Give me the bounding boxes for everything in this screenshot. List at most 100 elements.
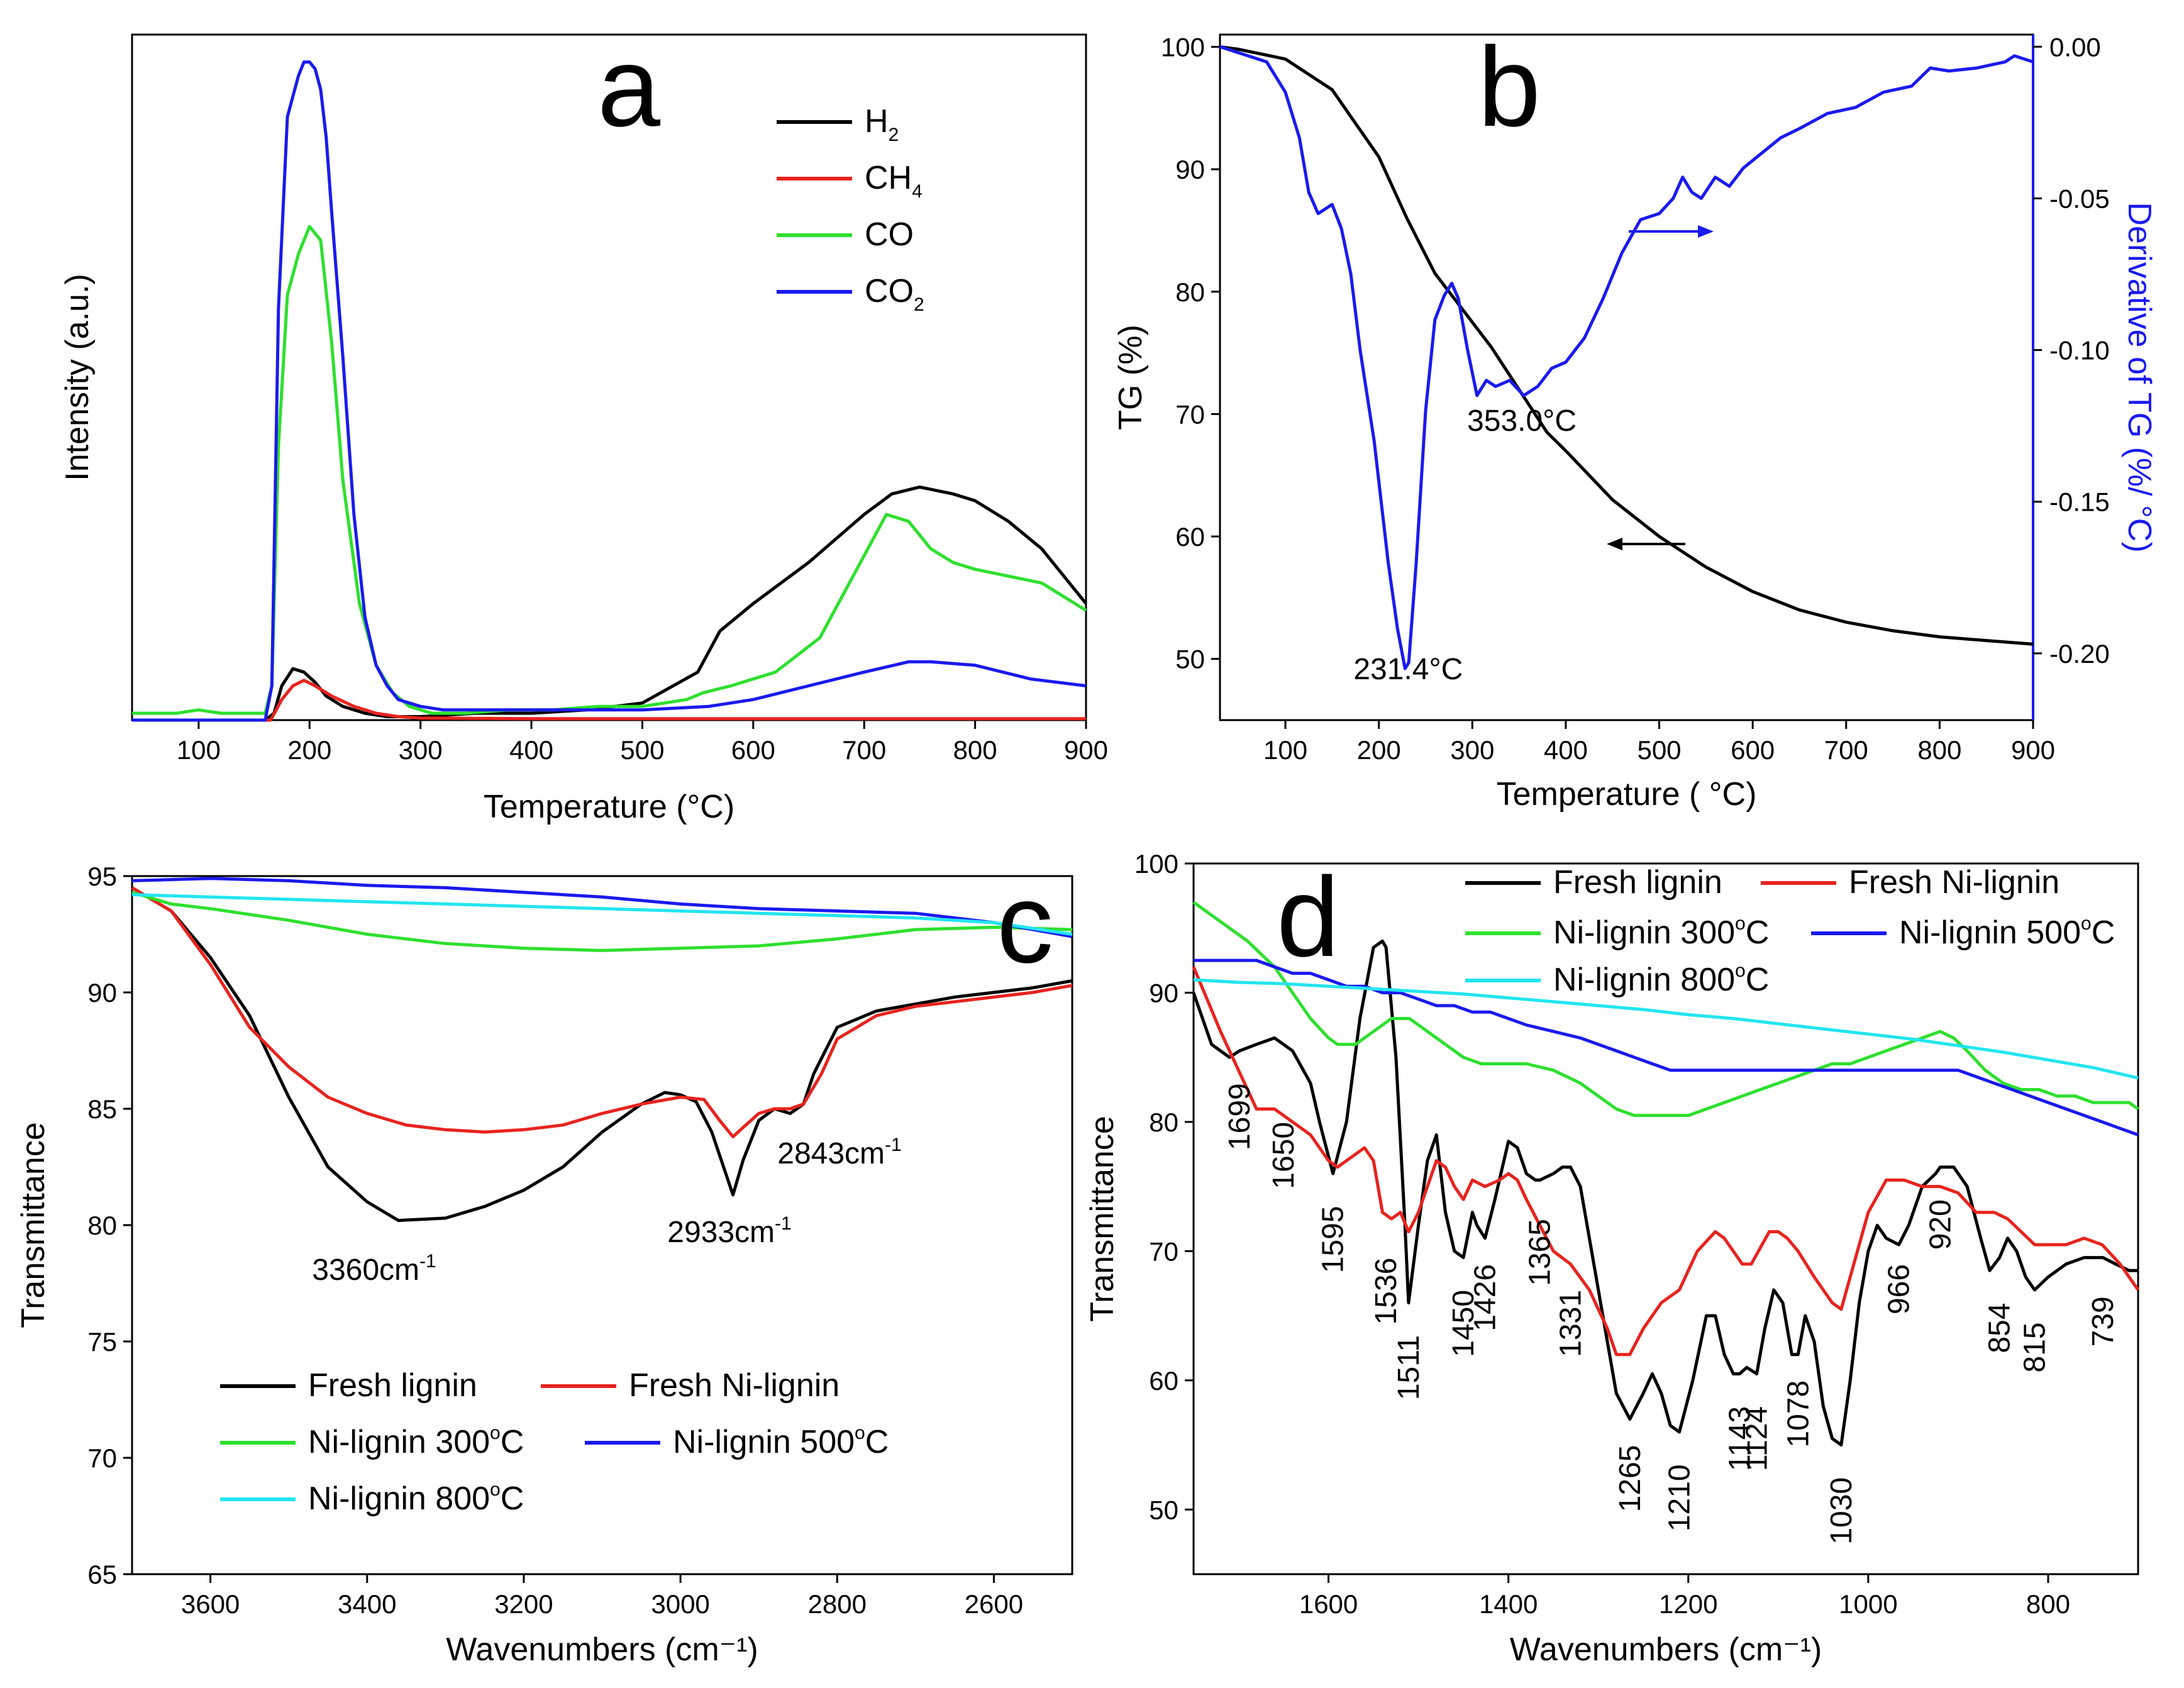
b-panel-letter: b [1478,24,1541,150]
d-peak-label-854: 854 [1983,1303,2017,1353]
a-xtick-label: 800 [953,735,997,765]
d-xtick-label: 800 [2026,1589,2070,1619]
c-series-4-line [131,893,1073,936]
d-legend-label-1: Fresh Ni-lignin [1849,864,2059,901]
b-xtick-label: 700 [1824,735,1868,765]
d-peak-label-1450: 1450 [1447,1290,1480,1357]
c-ytick-label: 70 [87,1443,117,1473]
d-peak-label-1536: 1536 [1370,1258,1403,1325]
b-right-tick-label: 0.00 [2049,32,2101,62]
panel-b: 100 200 300 400 500 600 700 800 900 50 60 70 80 90 100… [1112,24,2158,813]
d-peak-label-1265: 1265 [1614,1445,1647,1513]
b-ytick-label: 70 [1175,399,1205,429]
c-annotation-2: 2843cm-1 [777,1135,901,1170]
a-panel-letter: a [597,24,661,150]
c-ytick-label: 80 [87,1211,117,1240]
c-xtick-label: 3600 [181,1589,240,1619]
d-legend-label-2: Ni-lignin 300oC [1553,913,1769,951]
b-xtick-label: 900 [2011,735,2055,765]
a-xtick-label: 700 [842,735,886,765]
c-xtick-label: 2600 [965,1589,1023,1619]
d-peak-label-1124: 1124 [1740,1406,1773,1471]
d-legend-label-4: Ni-lignin 800oC [1553,960,1769,998]
d-peak-label-815: 815 [2018,1322,2051,1372]
c-annotation-1: 2933cm-1 [667,1213,791,1249]
d-peak-label-1365: 1365 [1524,1219,1557,1286]
b-xtick-label: 100 [1263,735,1307,765]
d-legend-label-0: Fresh lignin [1553,864,1722,901]
d-ytick-label: 60 [1149,1366,1178,1396]
c-ytick-label: 90 [87,978,117,1008]
b-right-tick-label: -0.10 [2049,336,2110,365]
a-xtick-label: 300 [399,735,443,765]
b-series-0-line [1219,45,2034,646]
a-xtick-label: 600 [731,735,775,765]
c-series-3-line [131,877,1073,938]
d-peak-label-966: 966 [1882,1264,1915,1314]
a-xtick-label: 400 [509,735,553,765]
d-series-2-line [1192,901,2139,1118]
a-x-axis-label: Temperature (°C) [484,789,734,825]
d-peak-label-1426: 1426 [1468,1264,1502,1331]
c-legend-label-2: Ni-lignin 300oC [308,1423,524,1460]
b-right-tick-label: -0.05 [2049,184,2110,213]
c-legend-label-1: Fresh Ni-lignin [629,1367,840,1404]
a-series-3-line [132,60,1087,722]
b-ytick-label: 100 [1161,32,1205,62]
d-series-0-line [1192,939,2138,1446]
d-ytick-label: 70 [1149,1236,1178,1266]
a-series-1-line [132,679,1086,722]
b-right-axis-label: Derivative of TG (%/ °C) [2121,202,2158,552]
c-xtick-label: 3400 [338,1589,396,1619]
b-right-tick-label: -0.20 [2049,639,2110,669]
d-peak-label-920: 920 [1924,1199,1957,1250]
c-legend-label-3: Ni-lignin 500oC [673,1423,889,1460]
c-y-axis-label: Transmittance [15,1122,52,1328]
d-peak-label-1331: 1331 [1554,1290,1587,1357]
a-xtick-label: 500 [620,735,664,765]
d-xtick-label: 1200 [1659,1589,1717,1619]
d-ytick-label: 90 [1149,978,1178,1008]
c-xtick-label: 3000 [651,1589,709,1619]
d-series-1-line [1192,966,2140,1357]
b-annotation-peak2: 353.0°C [1467,404,1577,438]
a-y-axis-label: Intensity (a.u.) [59,274,96,480]
d-ytick-label: 80 [1149,1108,1178,1137]
panel-a: 100 200 300 400 500 600 700 800 900 a Temperature … [59,24,1108,825]
a-legend-label-1: CH4 [865,160,923,202]
d-ytick-label: 100 [1134,849,1178,879]
c-xtick-label: 2800 [808,1589,867,1619]
a-legend-label-3: CO2 [865,273,924,315]
c-legend-label-4: Ni-lignin 800oC [308,1479,524,1517]
b-xtick-label: 300 [1450,735,1494,765]
b-ytick-label: 90 [1175,155,1205,184]
c-legend-label-0: Fresh lignin [308,1367,477,1404]
d-panel-letter: d [1277,854,1339,980]
d-xtick-label: 1000 [1839,1589,1897,1619]
d-peak-label-1650: 1650 [1267,1122,1300,1189]
c-panel-letter: c [997,860,1053,987]
a-xtick-label: 900 [1064,735,1108,765]
b-right-tick-label: -0.15 [2049,487,2110,517]
a-xtick-label: 100 [177,735,221,765]
c-series-1-line [131,886,1073,1138]
d-peak-label-1030: 1030 [1825,1477,1858,1545]
d-xtick-label: 1600 [1299,1589,1358,1619]
d-peak-label-739: 739 [2087,1296,2120,1347]
b-ytick-label: 80 [1175,277,1205,307]
b-ytick-label: 50 [1175,645,1205,674]
d-ytick-label: 50 [1149,1495,1178,1524]
c-xtick-label: 3200 [494,1589,553,1619]
b-xtick-label: 500 [1637,735,1681,765]
d-series-4-line [1193,978,2139,1080]
b-xtick-label: 400 [1544,735,1588,765]
b-annotation-peak1: 231.4°C [1353,653,1463,686]
d-peak-label-1210: 1210 [1663,1464,1696,1531]
c-series-0-line [131,886,1073,1223]
panel-d: 1600 1400 1200 1000 800 50 60 70 80 90 100 d Wavenum… [1084,849,2140,1668]
c-ytick-label: 75 [87,1327,117,1357]
d-peak-label-1511: 1511 [1392,1335,1426,1400]
b-xtick-label: 600 [1731,735,1775,765]
d-x-axis-label: Wavenumbers (cm⁻¹) [1510,1631,1822,1668]
c-annotation-0: 3360cm-1 [312,1251,436,1287]
